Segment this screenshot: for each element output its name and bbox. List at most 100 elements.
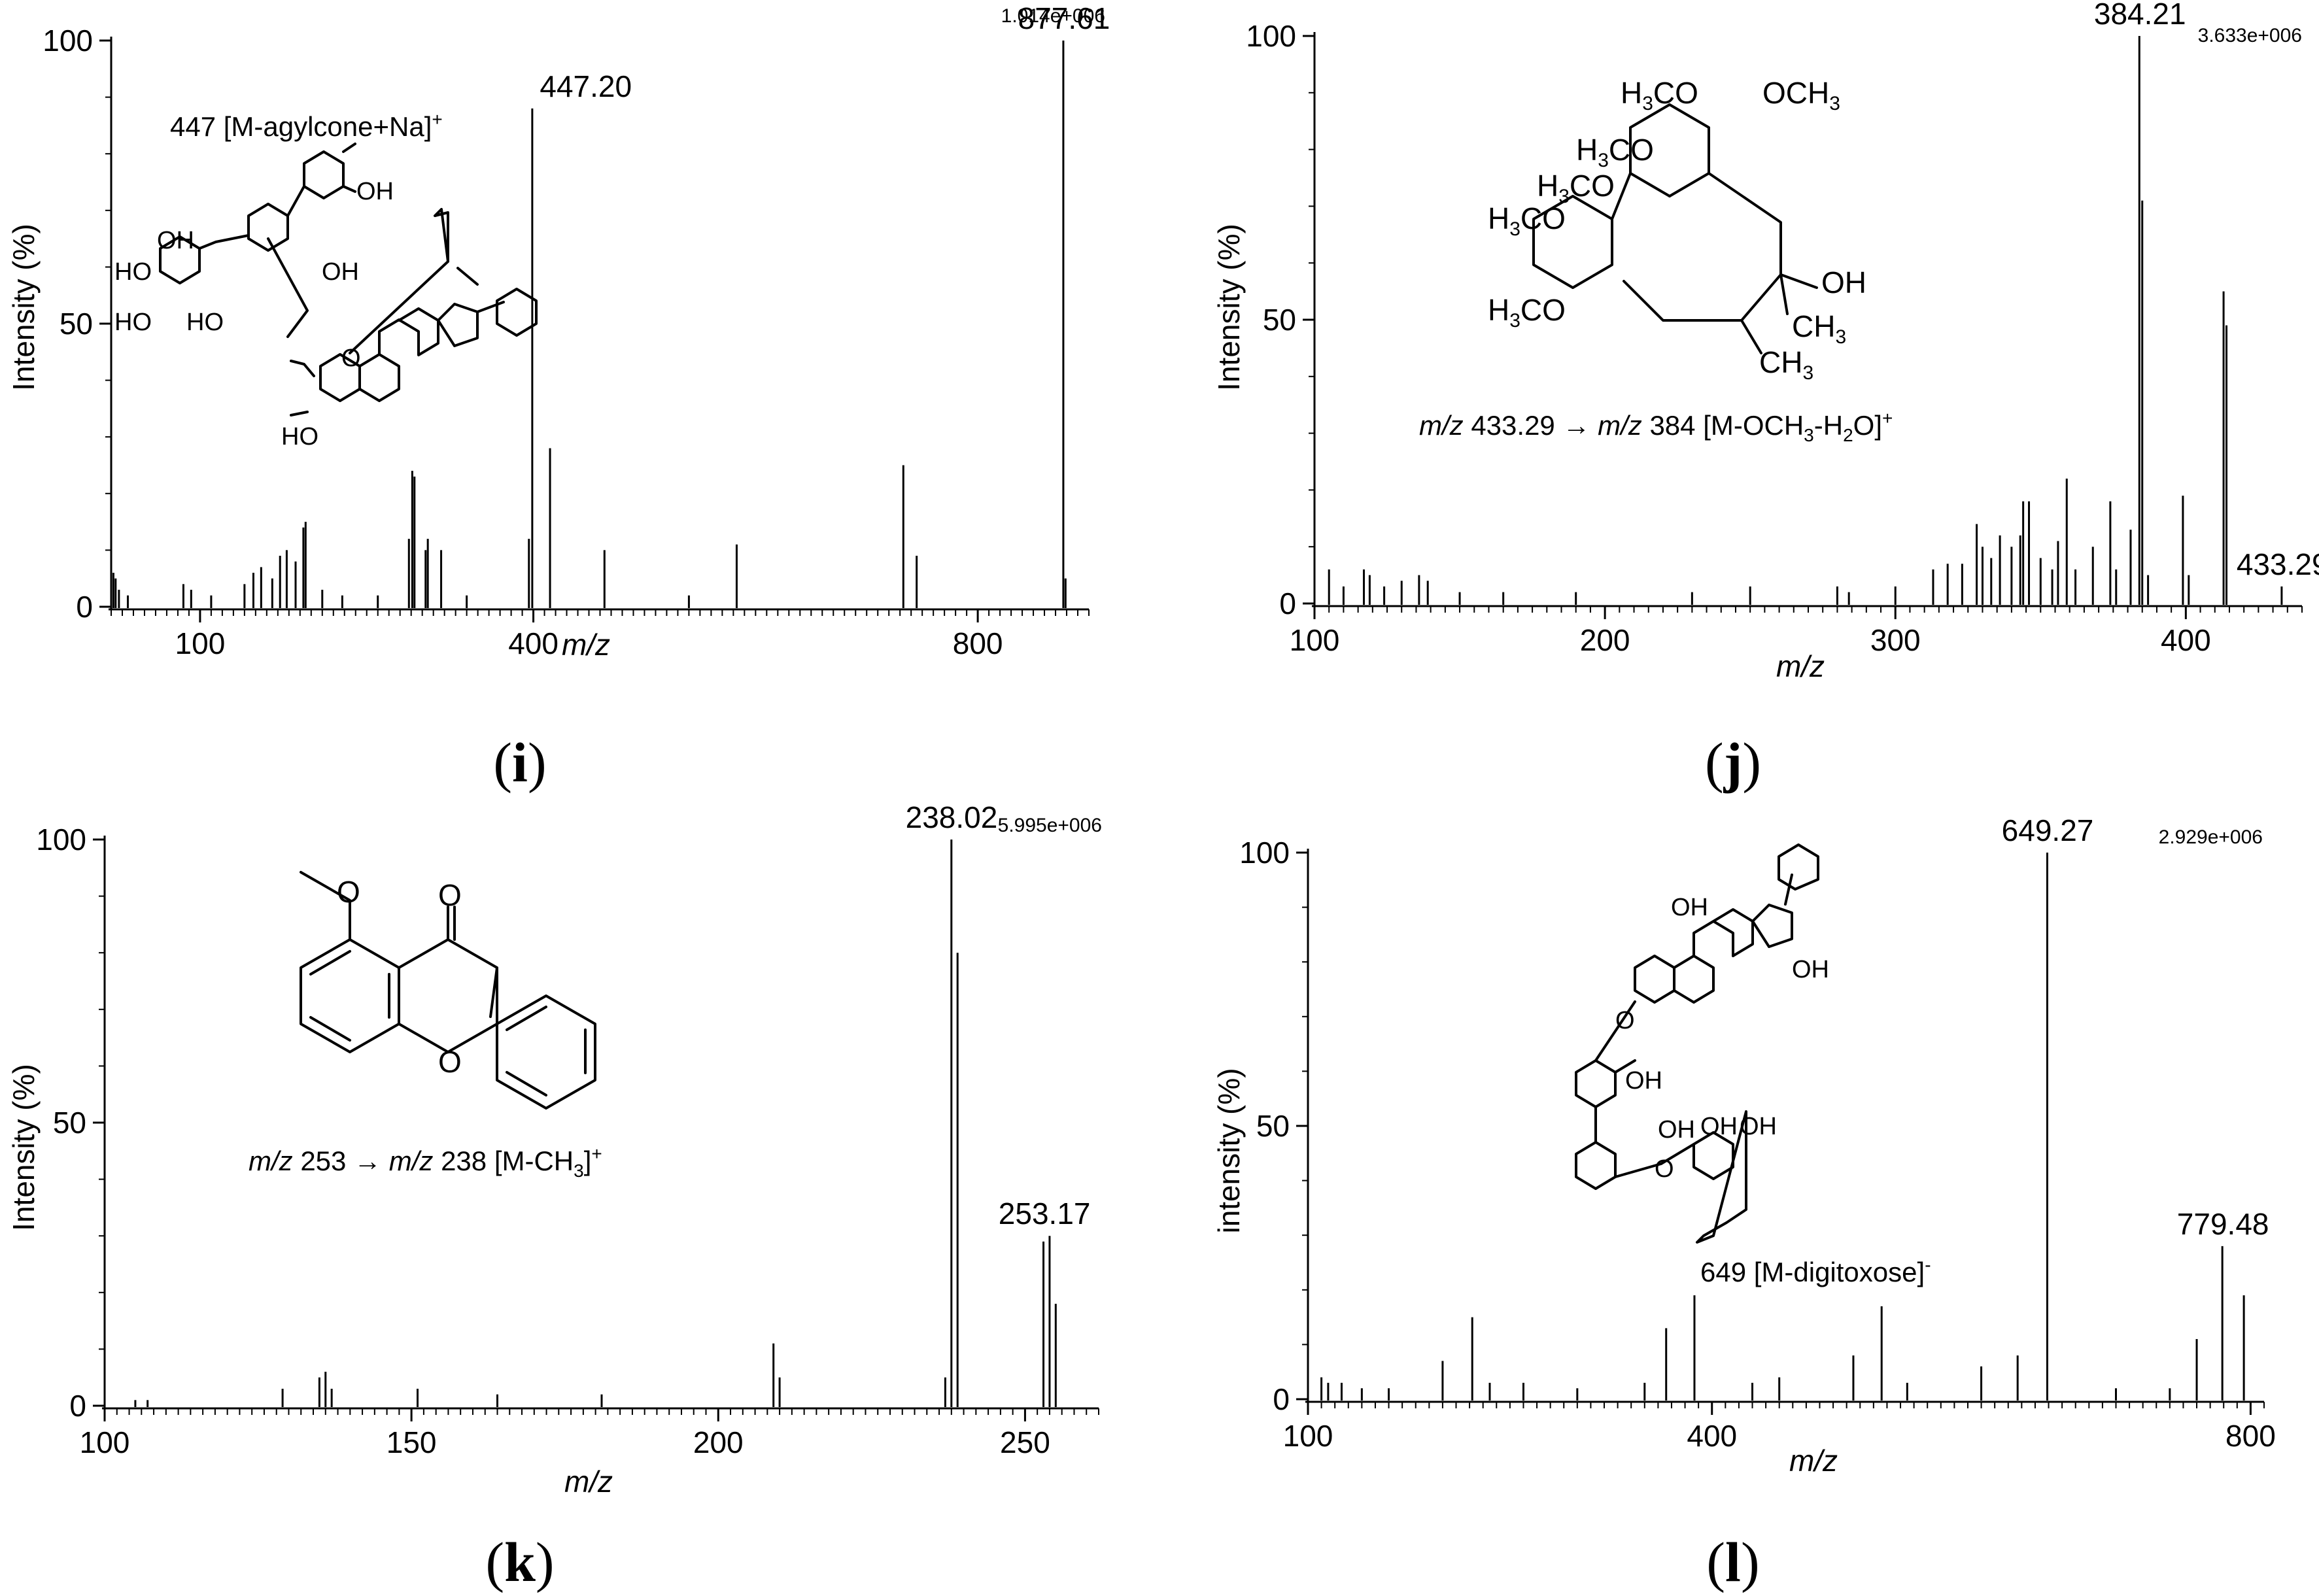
panel-k-labels: 238.02 253.17 (906, 800, 1091, 1231)
panel-l-x-tick-label: 100 (1283, 1419, 1333, 1453)
panel-i-peak-label: 447.20 (540, 69, 632, 103)
panel-i-base-intensity: 1.014e+006 (1001, 5, 1105, 27)
panel-j: 100 200 300 400 0 50 100 384.21 433.29 Intensit… (1212, 0, 2319, 683)
panel-i-y-tick-label: 0 (76, 590, 93, 624)
svg-text:HO: HO (114, 258, 152, 286)
panel-k-ylabel: Intensity (%) (7, 1064, 41, 1231)
svg-text:HO: HO (114, 309, 152, 336)
panel-j-y-tick-label: 0 (1279, 586, 1296, 620)
mol-j-h3co-4: H3CO (1488, 201, 1566, 240)
panel-j-peak-label: 384.21 (2094, 0, 2186, 31)
panel-j-x-tick-label: 300 (1870, 623, 1921, 657)
annotation-l: 649 [M-digitoxose]- (1700, 1255, 1931, 1287)
svg-text:HO: HO (186, 309, 224, 336)
panel-l-ylabel: intensity (%) (1212, 1068, 1246, 1233)
panel-k: 100 150 200 250 0 50 100 238.02 253.17 Intensit… (7, 800, 1102, 1499)
panel-k-peak-label: 253.17 (999, 1197, 1091, 1231)
panel-k-ticks: 100 150 200 250 0 50 100 (36, 823, 1099, 1459)
panel-j-base-intensity: 3.633e+006 (2198, 25, 2302, 46)
panel-i-peak-label: 877.61 (1018, 1, 1110, 35)
panel-j-labels: 384.21 433.29 (2094, 0, 2319, 581)
panel-l-labels: 649.27 779.48 (2002, 813, 2269, 1241)
panel-l: 100 400 800 0 50 100 649.27 779.48 intensity (… (1212, 813, 2276, 1478)
panel-i-labels: 447.20 877.61 (540, 1, 1110, 103)
panel-j-y-tick-label: 100 (1246, 19, 1296, 53)
svg-text:OH: OH (322, 258, 359, 286)
svg-text:OH: OH (1740, 1113, 1777, 1140)
panel-j-ticks: 100 200 300 400 0 50 100 (1246, 19, 2303, 657)
panel-k-xlabel: m/z (564, 1465, 613, 1499)
svg-text:OH: OH (1671, 894, 1708, 921)
panel-j-x-tick-label: 200 (1580, 623, 1630, 657)
mol-j-h3co-2: H3CO (1576, 133, 1654, 171)
panel-j-y-tick-label: 50 (1263, 303, 1296, 337)
panel-i-y-tick-label: 100 (43, 24, 93, 58)
panel-i-peaks (112, 41, 1067, 608)
panel-i-y-tick-label: 50 (60, 307, 93, 341)
panel-l-xlabel: m/z (1789, 1444, 1838, 1478)
svg-text:O: O (337, 875, 360, 909)
panel-k-y-tick-label: 100 (36, 823, 86, 857)
mol-j-h3co-5: H3CO (1488, 293, 1566, 331)
svg-text:O: O (438, 878, 462, 912)
panel-i-ylabel: Intensity (%) (7, 224, 41, 391)
panel-k-x-tick-label: 200 (693, 1425, 744, 1459)
panel-l-peak-label: 649.27 (2002, 813, 2094, 847)
annotation-i: 447 [M-agylcone+Na]+ (170, 109, 443, 142)
caption-i: (i) (493, 731, 546, 794)
panel-j-x-tick-label: 400 (2161, 623, 2211, 657)
panel-l-peak-label: 779.48 (2177, 1207, 2269, 1241)
panel-k-peak-label: 238.02 (906, 800, 998, 834)
panel-k-base-intensity: 5.995e+006 (998, 815, 1102, 836)
structure-j: H3CO OCH3 H3CO H3CO H3CO H3CO OH CH3 CH3… (1419, 76, 1893, 445)
caption-k: (k) (485, 1531, 554, 1593)
panel-i-xlabel: m/z (562, 628, 610, 662)
panel-k-x-tick-label: 100 (80, 1425, 130, 1459)
panel-k-peaks (134, 840, 1057, 1407)
mol-j-oh: OH (1821, 265, 1866, 299)
panel-i-x-tick-label: 100 (175, 626, 226, 660)
panel-k-y-tick-label: 0 (69, 1389, 86, 1423)
svg-text:O: O (341, 345, 361, 372)
panel-l-x-tick-label: 400 (1687, 1419, 1737, 1453)
panel-j-peaks (1328, 36, 2283, 605)
panel-j-peak-label: 433.29 (2237, 547, 2319, 581)
mol-j-ch3-1: CH3 (1792, 309, 1846, 348)
panel-l-y-tick-label: 100 (1239, 836, 1290, 870)
mol-j-ch3-2: CH3 (1759, 345, 1813, 384)
panel-l-peaks (1320, 853, 2245, 1401)
annotation-k: m/z 253 → m/z 238 [M-CH3]+ (249, 1144, 602, 1181)
panel-j-ylabel: Intensity (%) (1212, 224, 1246, 391)
svg-text:OH: OH (1700, 1113, 1738, 1140)
panel-k-y-tick-label: 50 (53, 1106, 86, 1140)
svg-text:OH: OH (157, 227, 194, 254)
svg-text:O: O (438, 1045, 462, 1079)
svg-text:OH: OH (1658, 1116, 1695, 1144)
svg-text:OH: OH (356, 178, 394, 205)
panel-i-ticks: 100 400 800 0 50 100 (43, 24, 1090, 660)
structure-k: O O O m/z 253 → m/z 238 [M-CH3]+ (249, 871, 602, 1181)
svg-text:O: O (1615, 1007, 1635, 1034)
panel-i-x-tick-label: 800 (953, 626, 1003, 660)
panel-l-x-tick-label: 800 (2225, 1419, 2276, 1453)
structure-i: 447 [M-agylcone+Na]+ OH HO HO HO OH OH H… (114, 109, 538, 450)
panel-k-x-tick-label: 250 (1000, 1425, 1050, 1459)
panel-j-xlabel: m/z (1776, 649, 1825, 683)
mol-j-h3co-3: H3CO (1537, 169, 1615, 207)
panel-j-x-tick-label: 100 (1290, 623, 1340, 657)
svg-text:OH: OH (1625, 1067, 1662, 1095)
caption-l: (l) (1706, 1531, 1759, 1593)
caption-j: (j) (1705, 731, 1761, 794)
panel-l-y-tick-label: 50 (1256, 1109, 1290, 1143)
svg-text:O: O (1655, 1155, 1674, 1183)
panel-l-ticks: 100 400 800 0 50 100 (1239, 836, 2276, 1453)
panel-i-x-tick-label: 400 (508, 626, 558, 660)
structure-l: OH OH O OH OH OH OH O 649 [M-digitoxose]… (1575, 843, 1931, 1287)
panel-k-x-tick-label: 150 (386, 1425, 437, 1459)
panel-i: 100 400 800 0 50 100 447.20 877.61 Intensity (… (7, 1, 1110, 662)
svg-text:HO: HO (281, 423, 318, 450)
mol-j-och3: OCH3 (1762, 76, 1840, 114)
mol-j-h3co-1: H3CO (1621, 76, 1698, 114)
panel-l-y-tick-label: 0 (1273, 1382, 1290, 1416)
